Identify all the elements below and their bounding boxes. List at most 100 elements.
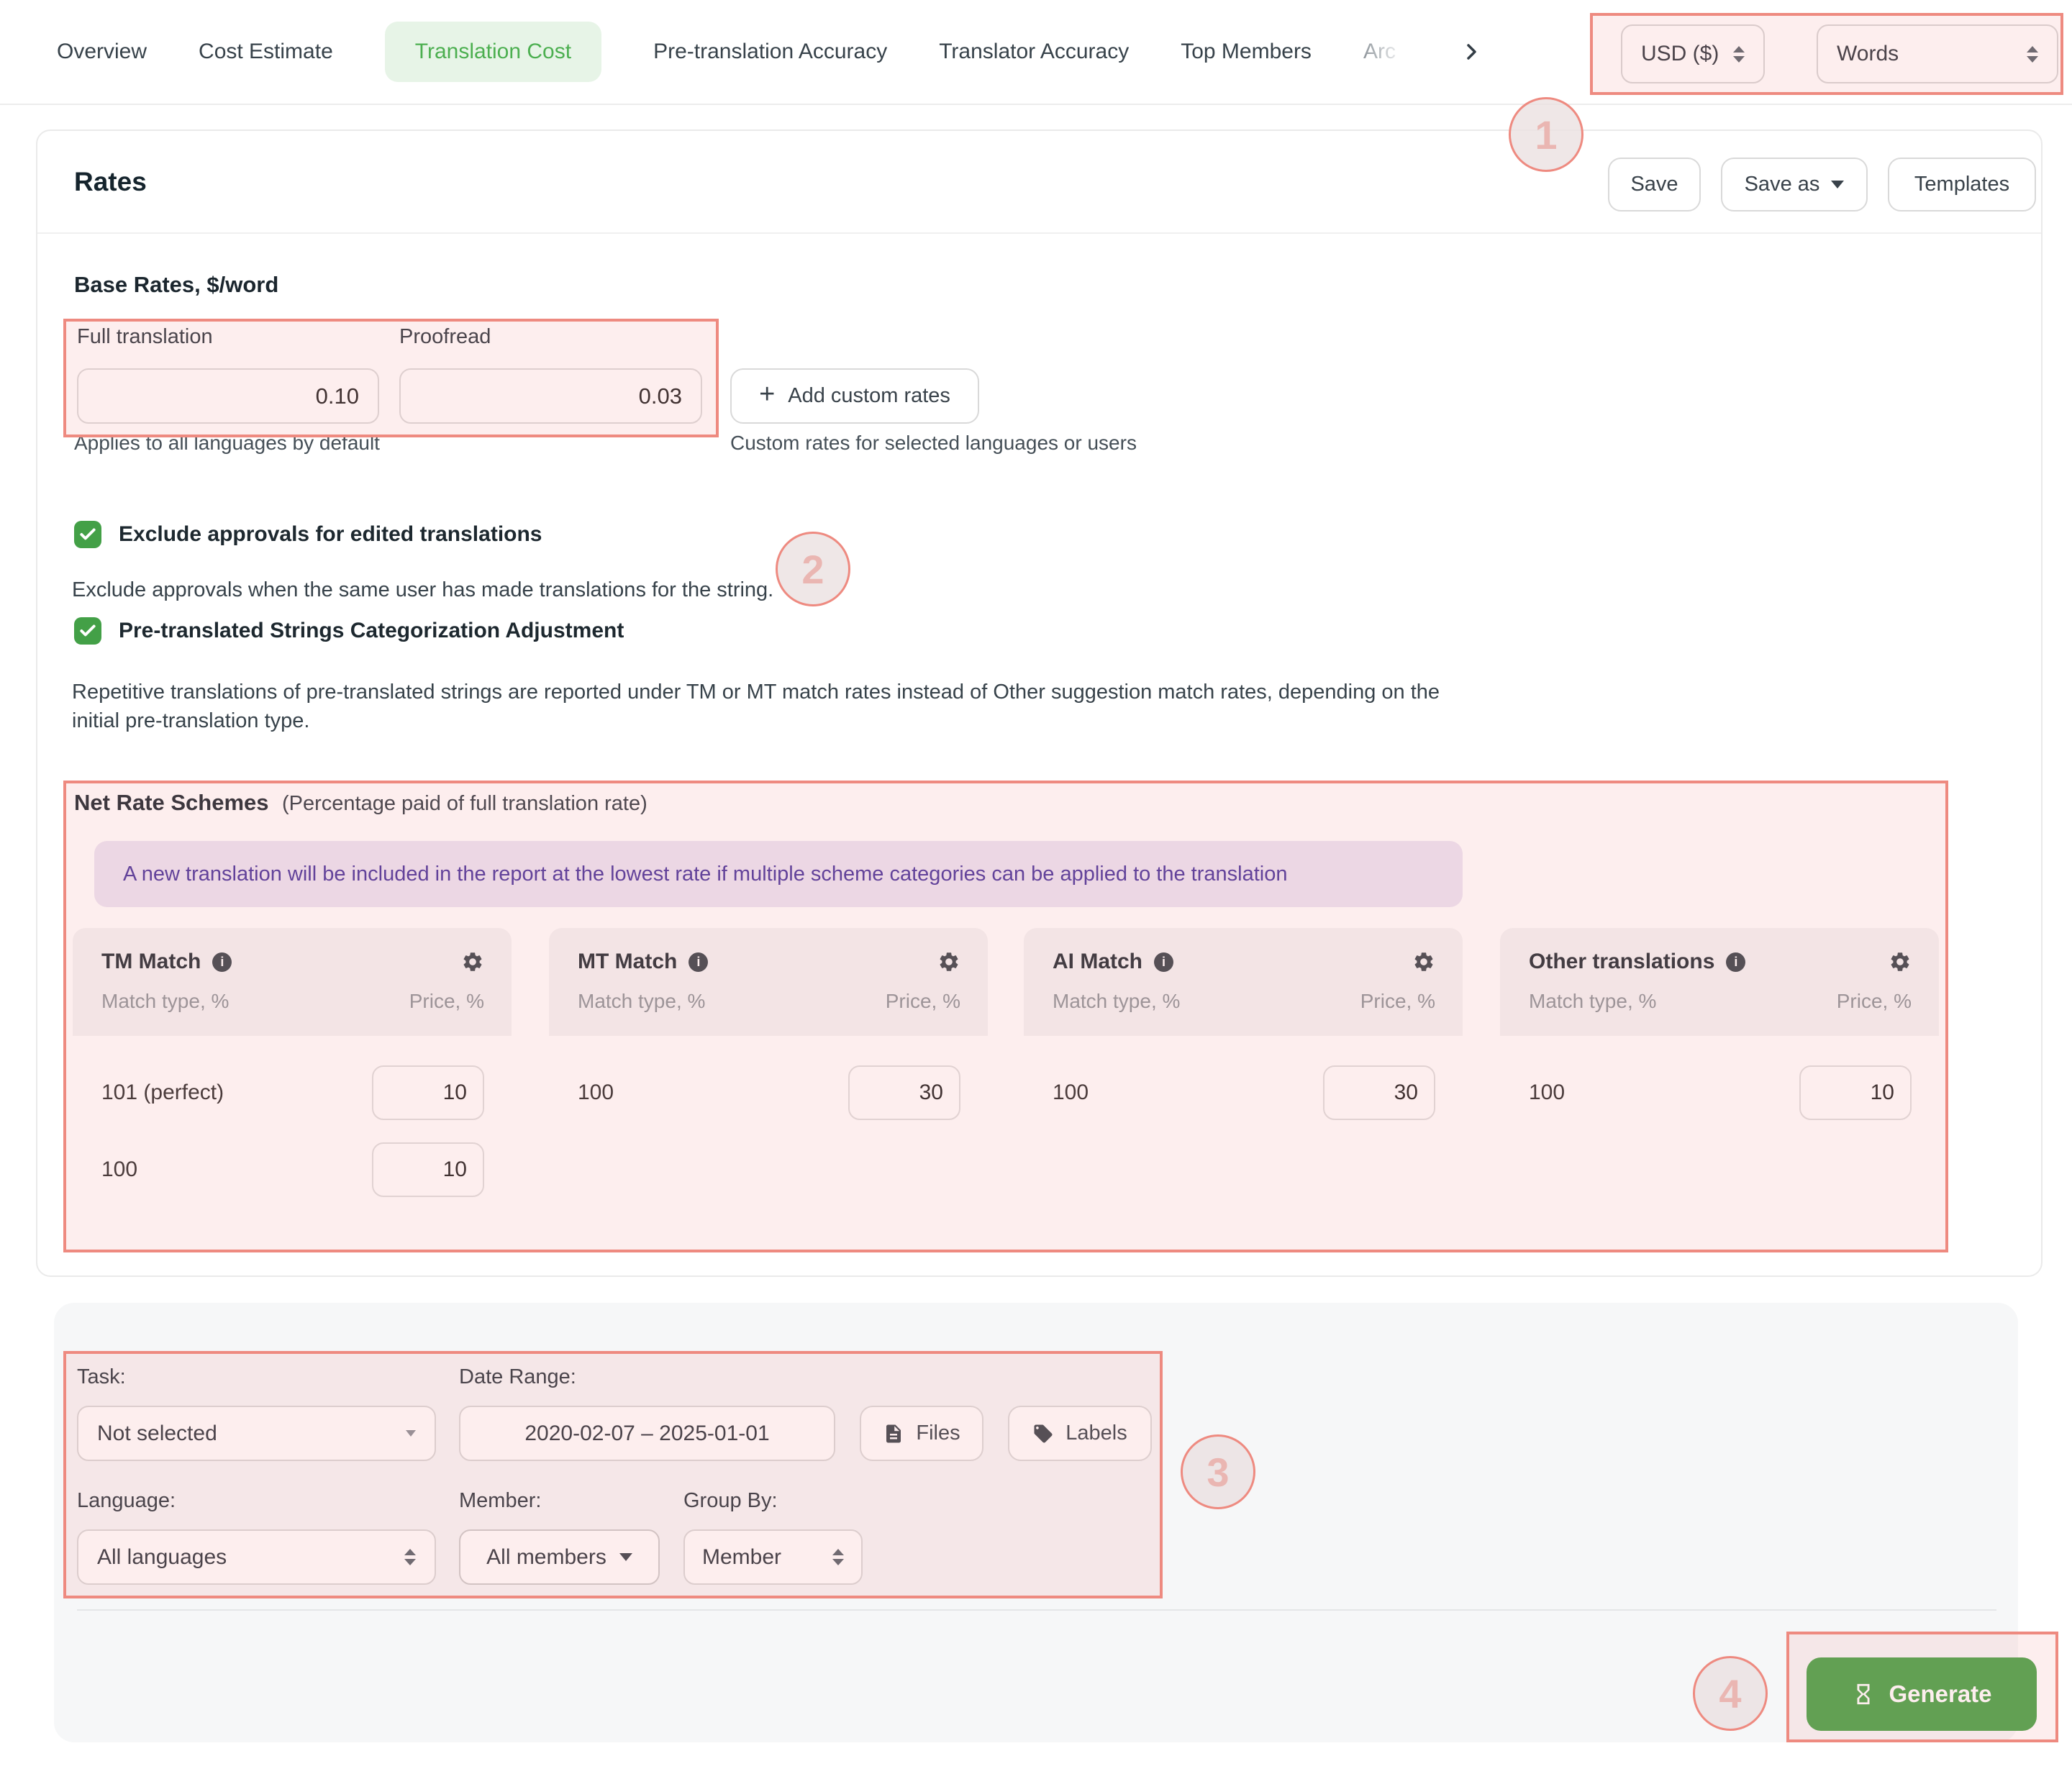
- tab-translation-cost[interactable]: Translation Cost: [384, 22, 602, 82]
- tab-top-members[interactable]: Top Members: [1181, 40, 1312, 63]
- tab-pre-translation-accuracy[interactable]: Pre-translation Accuracy: [653, 40, 888, 63]
- info-icon[interactable]: i: [212, 952, 232, 972]
- units-select[interactable]: Words: [1817, 24, 2058, 83]
- proofread-label: Proofread: [399, 325, 491, 348]
- tab-overview[interactable]: Overview: [57, 40, 147, 63]
- hourglass-icon: [1851, 1682, 1876, 1706]
- rate-row: 101 (perfect): [101, 1065, 484, 1120]
- info-icon[interactable]: i: [1726, 952, 1746, 972]
- price-input[interactable]: [848, 1065, 960, 1120]
- units-select-value: Words: [1837, 42, 1899, 65]
- price-input[interactable]: [372, 1142, 484, 1197]
- price-input[interactable]: [1799, 1065, 1912, 1120]
- tab-cost-estimate[interactable]: Cost Estimate: [199, 40, 333, 63]
- full-translation-rate-input[interactable]: [77, 368, 379, 424]
- add-custom-rates-button[interactable]: + Add custom rates: [730, 368, 979, 424]
- match-type-column-header: Match type, %: [1053, 990, 1181, 1012]
- generate-button[interactable]: Generate: [1807, 1657, 2037, 1731]
- member-select[interactable]: All members: [459, 1529, 660, 1585]
- gear-icon[interactable]: [1889, 950, 1912, 973]
- rate-row: 100: [578, 1065, 960, 1120]
- date-range-value: 2020-02-07 – 2025-01-01: [524, 1421, 770, 1445]
- info-icon[interactable]: i: [1154, 952, 1174, 972]
- ai-match-title: AI Match: [1053, 950, 1143, 973]
- tab-translator-accuracy[interactable]: Translator Accuracy: [939, 40, 1130, 63]
- task-select-value: Not selected: [97, 1421, 217, 1445]
- caret-down-icon: [1831, 181, 1845, 188]
- files-button-label: Files: [916, 1422, 960, 1445]
- save-button[interactable]: Save: [1608, 158, 1701, 211]
- price-column-header: Price, %: [409, 990, 484, 1012]
- base-rates-caption: Applies to all languages by default: [74, 432, 380, 454]
- files-button[interactable]: Files: [860, 1406, 983, 1461]
- exclude-approvals-checkbox[interactable]: [74, 521, 101, 548]
- select-arrows-icon: [832, 1549, 844, 1565]
- save-as-button[interactable]: Save as: [1721, 158, 1868, 211]
- proofread-rate-input[interactable]: [399, 368, 702, 424]
- pretranslated-checkbox[interactable]: [74, 617, 101, 645]
- match-type-column-header: Match type, %: [578, 990, 706, 1012]
- info-icon[interactable]: i: [689, 952, 709, 972]
- save-button-label: Save: [1630, 173, 1678, 196]
- date-range-input[interactable]: 2020-02-07 – 2025-01-01: [459, 1406, 835, 1461]
- select-arrows-icon: [1733, 45, 1745, 63]
- ai-match-card-header: AI Match i Match type, % Price, %: [1024, 928, 1463, 1036]
- net-rate-heading-row: Net Rate Schemes (Percentage paid of ful…: [74, 790, 648, 816]
- generate-button-label: Generate: [1889, 1680, 1992, 1707]
- gear-icon[interactable]: [937, 950, 960, 973]
- labels-button[interactable]: Labels: [1008, 1406, 1152, 1461]
- match-type-value: 100: [101, 1157, 138, 1181]
- ai-match-card: AI Match i Match type, % Price, % 100: [1024, 928, 1463, 1237]
- net-rate-note: A new translation will be included in th…: [94, 841, 1463, 907]
- currency-select-value: USD ($): [1641, 42, 1719, 65]
- group-by-select[interactable]: Member: [683, 1529, 863, 1585]
- templates-button[interactable]: Templates: [1888, 158, 2036, 211]
- rate-row: 100: [1053, 1065, 1435, 1120]
- checkmark-icon: [78, 525, 97, 544]
- task-label: Task:: [77, 1365, 126, 1388]
- currency-select[interactable]: USD ($): [1621, 24, 1765, 83]
- mt-match-card-body: 100: [549, 1036, 988, 1120]
- save-as-button-label: Save as: [1744, 173, 1820, 196]
- tabs-overflow-button[interactable]: [1460, 40, 1483, 63]
- mt-match-card: MT Match i Match type, % Price, % 100: [549, 928, 988, 1237]
- mt-match-title: MT Match: [578, 950, 678, 973]
- add-custom-rates-label: Add custom rates: [788, 384, 950, 407]
- language-label: Language:: [77, 1489, 176, 1512]
- pretranslated-description: Repetitive translations of pre-translate…: [72, 681, 1440, 732]
- chevron-right-icon: [1460, 40, 1483, 63]
- task-select[interactable]: Not selected: [77, 1406, 436, 1461]
- member-select-value: All members: [486, 1545, 606, 1569]
- other-translations-card-header: Other translations i Match type, % Price,…: [1500, 928, 1939, 1036]
- match-type-column-header: Match type, %: [1529, 990, 1657, 1012]
- price-column-header: Price, %: [1360, 990, 1435, 1012]
- other-translations-card: Other translations i Match type, % Price,…: [1500, 928, 1939, 1237]
- gear-icon[interactable]: [1412, 950, 1435, 973]
- language-select[interactable]: All languages: [77, 1529, 436, 1585]
- mt-match-card-header: MT Match i Match type, % Price, %: [549, 928, 988, 1036]
- tm-match-title: TM Match: [101, 950, 201, 973]
- match-type-column-header: Match type, %: [101, 990, 230, 1012]
- templates-button-label: Templates: [1914, 173, 2010, 196]
- other-translations-card-body: 100: [1500, 1036, 1939, 1120]
- match-type-value: 100: [1529, 1080, 1566, 1104]
- match-type-value: 100: [1053, 1080, 1089, 1104]
- match-type-value: 101 (perfect): [101, 1080, 224, 1104]
- page-title: Rates: [74, 167, 147, 196]
- tab-truncated[interactable]: Arc: [1363, 40, 1408, 64]
- ai-match-card-body: 100: [1024, 1036, 1463, 1120]
- panel-divider: [77, 1609, 1996, 1611]
- gear-icon[interactable]: [461, 950, 484, 973]
- pretranslated-label: Pre-translated Strings Categorization Ad…: [119, 619, 624, 642]
- member-label: Member:: [459, 1489, 542, 1512]
- caret-down-icon: [406, 1430, 416, 1437]
- custom-rates-caption: Custom rates for selected languages or u…: [730, 432, 1137, 454]
- select-arrows-icon: [404, 1549, 416, 1565]
- price-column-header: Price, %: [885, 990, 960, 1012]
- checkmark-icon: [78, 622, 97, 640]
- tm-match-card: TM Match i Match type, % Price, % 101 (pe…: [73, 928, 512, 1237]
- price-input[interactable]: [1323, 1065, 1435, 1120]
- price-input[interactable]: [372, 1065, 484, 1120]
- price-column-header: Price, %: [1836, 990, 1912, 1012]
